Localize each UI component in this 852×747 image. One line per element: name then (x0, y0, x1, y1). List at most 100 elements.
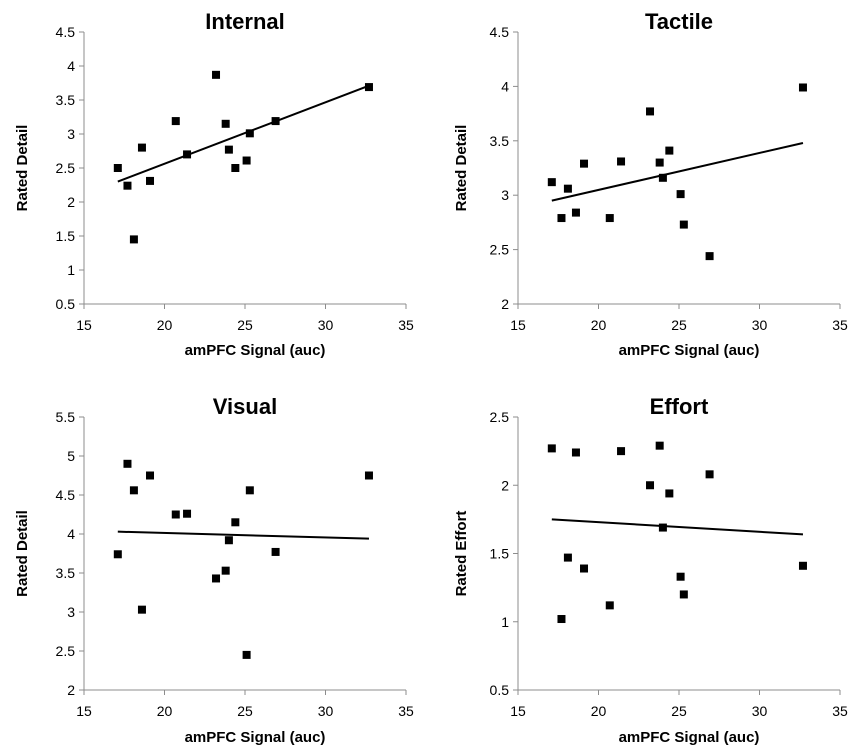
chart-title: Visual (213, 394, 277, 419)
y-tick-label: 4 (67, 526, 75, 542)
trendline (117, 530, 369, 540)
y-tick-label: 1.5 (490, 546, 510, 562)
chart-effort: 0.5 1 1.5 2 2.5 15 20 25 30 35 Effort amPFC Signal … (453, 394, 848, 746)
trendline (117, 84, 370, 183)
trendline (551, 518, 804, 536)
data-point (146, 176, 155, 185)
chart-title: Internal (205, 9, 284, 34)
y-tick-label: 2.5 (490, 409, 510, 425)
data-point (580, 564, 589, 573)
data-point (646, 107, 655, 116)
y-tick-label: 4.5 (56, 24, 76, 40)
data-point (571, 448, 580, 457)
data-point (557, 214, 566, 223)
y-tick-label: 2.5 (490, 242, 510, 258)
y-tick-label: 3 (501, 187, 509, 203)
y-tick-label: 0.5 (56, 296, 76, 312)
x-tick-label: 25 (671, 703, 687, 719)
y-axis-label: Rated Detail (453, 125, 470, 212)
data-point (212, 574, 221, 583)
x-tick-label: 20 (157, 703, 173, 719)
x-axis-label: amPFC Signal (auc) (185, 729, 326, 746)
y-tick-label: 3 (67, 126, 75, 142)
data-point (271, 547, 280, 556)
data-point (271, 117, 280, 126)
data-point (617, 447, 626, 456)
data-point (798, 83, 807, 92)
data-point (676, 572, 685, 581)
data-point (221, 119, 230, 128)
data-point (245, 129, 254, 138)
data-point (171, 510, 180, 519)
chart-title: Tactile (645, 9, 713, 34)
y-tick-label: 5.5 (56, 409, 76, 425)
x-tick-label: 30 (752, 317, 768, 333)
data-point (137, 143, 146, 152)
y-tick-label: 3 (67, 604, 75, 620)
data-point (617, 157, 626, 166)
data-point (580, 159, 589, 168)
data-point (605, 601, 614, 610)
data-point (679, 220, 688, 229)
data-point (798, 561, 807, 570)
data-point (183, 509, 192, 518)
data-point (705, 252, 714, 261)
data-point (137, 605, 146, 614)
x-tick-label: 30 (318, 703, 334, 719)
y-tick-label: 1.5 (56, 228, 76, 244)
data-point (679, 590, 688, 599)
x-tick-label: 25 (237, 703, 253, 719)
x-axis-label: amPFC Signal (auc) (619, 342, 760, 359)
x-tick-label: 20 (591, 703, 607, 719)
x-tick-label: 20 (157, 317, 173, 333)
x-tick-label: 15 (510, 703, 526, 719)
y-tick-label: 1 (501, 614, 509, 630)
y-axis-label: Rated Detail (14, 125, 31, 212)
y-tick-label: 2 (501, 477, 509, 493)
x-tick-label: 20 (591, 317, 607, 333)
data-point (242, 156, 251, 165)
x-tick-label: 25 (237, 317, 253, 333)
x-tick-label: 35 (832, 703, 848, 719)
x-tick-label: 15 (510, 317, 526, 333)
data-point (224, 145, 233, 154)
chart-internal: 0.5 1 1.5 2 2.5 3 3.5 4 4.5 15 20 25 30 35 Internal amP… (14, 9, 414, 359)
y-tick-label: 2 (67, 194, 75, 210)
trendline (551, 142, 804, 202)
y-tick-label: 2 (67, 682, 75, 698)
data-point (665, 489, 674, 498)
x-axis-label: amPFC Signal (auc) (619, 729, 760, 746)
data-point (364, 83, 373, 92)
y-tick-label: 2 (501, 296, 509, 312)
data-point (146, 471, 155, 480)
data-point (123, 181, 132, 190)
data-point (646, 481, 655, 490)
data-point (221, 566, 230, 575)
x-tick-label: 15 (76, 703, 92, 719)
data-point (563, 553, 572, 562)
y-tick-label: 4 (501, 78, 509, 94)
y-tick-label: 3.5 (56, 565, 76, 581)
y-tick-label: 4.5 (490, 24, 510, 40)
data-point (212, 70, 221, 79)
data-point (171, 117, 180, 126)
data-point (231, 164, 240, 172)
data-point (129, 486, 138, 495)
data-point (113, 550, 122, 559)
data-point (605, 214, 614, 223)
x-axis-label: amPFC Signal (auc) (185, 342, 326, 359)
data-point (676, 190, 685, 199)
x-tick-label: 35 (832, 317, 848, 333)
y-tick-label: 3.5 (490, 133, 510, 149)
data-point (557, 615, 566, 624)
y-axis-label: Rated Detail (14, 510, 31, 597)
x-tick-label: 35 (398, 703, 414, 719)
data-point (123, 459, 132, 468)
data-point (658, 173, 667, 182)
data-point (231, 518, 240, 527)
data-point (364, 471, 373, 480)
chart-title: Effort (650, 394, 709, 419)
data-point (571, 208, 580, 217)
data-point (705, 470, 714, 479)
x-tick-label: 15 (76, 317, 92, 333)
